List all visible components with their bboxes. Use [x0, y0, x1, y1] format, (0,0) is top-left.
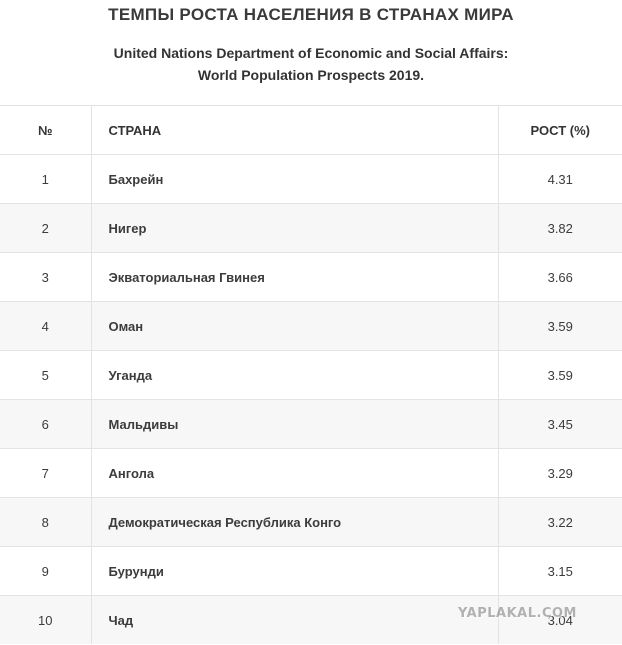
- row-growth: 3.66: [498, 252, 622, 302]
- row-growth: 3.22: [498, 497, 622, 547]
- row-growth: 3.59: [498, 301, 622, 351]
- subtitle-line-2: World Population Prospects 2019.: [197, 67, 425, 83]
- page-title: ТЕМПЫ РОСТА НАСЕЛЕНИЯ В СТРАНАХ МИРА: [108, 5, 514, 24]
- row-country: Экваториальная Гвинея: [91, 252, 499, 302]
- row-number: 2: [0, 203, 92, 253]
- row-growth: 3.29: [498, 448, 622, 498]
- row-growth: 4.31: [498, 154, 622, 204]
- table-row: 3 Экваториальная Гвинея 3.66: [0, 252, 622, 302]
- header-country: СТРАНА: [91, 105, 499, 155]
- row-country: Уганда: [91, 350, 499, 400]
- table-row: 7 Ангола 3.29: [0, 448, 622, 498]
- table-row: 1 Бахрейн 4.31: [0, 154, 622, 204]
- row-country: Бахрейн: [91, 154, 499, 204]
- row-country: Нигер: [91, 203, 499, 253]
- row-country: Оман: [91, 301, 499, 351]
- row-number: 8: [0, 497, 92, 547]
- header-number: №: [0, 105, 92, 155]
- table-row: 10 Чад 3.04: [0, 595, 622, 644]
- row-country: Чад: [91, 595, 499, 644]
- population-growth-table: № СТРАНА РОСТ (%) 1 Бахрейн 4.31 2 Нигер…: [0, 105, 622, 644]
- subtitle-line-1: United Nations Department of Economic an…: [113, 45, 509, 61]
- row-number: 6: [0, 399, 92, 449]
- row-number: 9: [0, 546, 92, 596]
- row-country: Демократическая Республика Конго: [91, 497, 499, 547]
- source-subtitle: United Nations Department of Economic an…: [0, 42, 622, 86]
- row-number: 3: [0, 252, 92, 302]
- row-country: Мальдивы: [91, 399, 499, 449]
- site-watermark: YAPLAKAL.COM: [458, 606, 577, 621]
- row-growth: 3.59: [498, 350, 622, 400]
- row-number: 1: [0, 154, 92, 204]
- row-number: 5: [0, 350, 92, 400]
- row-growth: 3.82: [498, 203, 622, 253]
- table-row: 2 Нигер 3.82: [0, 203, 622, 253]
- table-row: 9 Бурунди 3.15: [0, 546, 622, 596]
- row-growth: 3.04: [498, 595, 622, 644]
- row-number: 4: [0, 301, 92, 351]
- table-header-row: № СТРАНА РОСТ (%): [0, 105, 622, 155]
- table-row: 4 Оман 3.59: [0, 301, 622, 351]
- row-country: Бурунди: [91, 546, 499, 596]
- table-row: 5 Уганда 3.59: [0, 350, 622, 400]
- header-growth: РОСТ (%): [498, 105, 622, 155]
- row-number: 7: [0, 448, 92, 498]
- table-row: 8 Демократическая Республика Конго 3.22: [0, 497, 622, 547]
- row-number: 10: [0, 595, 92, 644]
- row-growth: 3.45: [498, 399, 622, 449]
- row-growth: 3.15: [498, 546, 622, 596]
- row-country: Ангола: [91, 448, 499, 498]
- table-row: 6 Мальдивы 3.45: [0, 399, 622, 449]
